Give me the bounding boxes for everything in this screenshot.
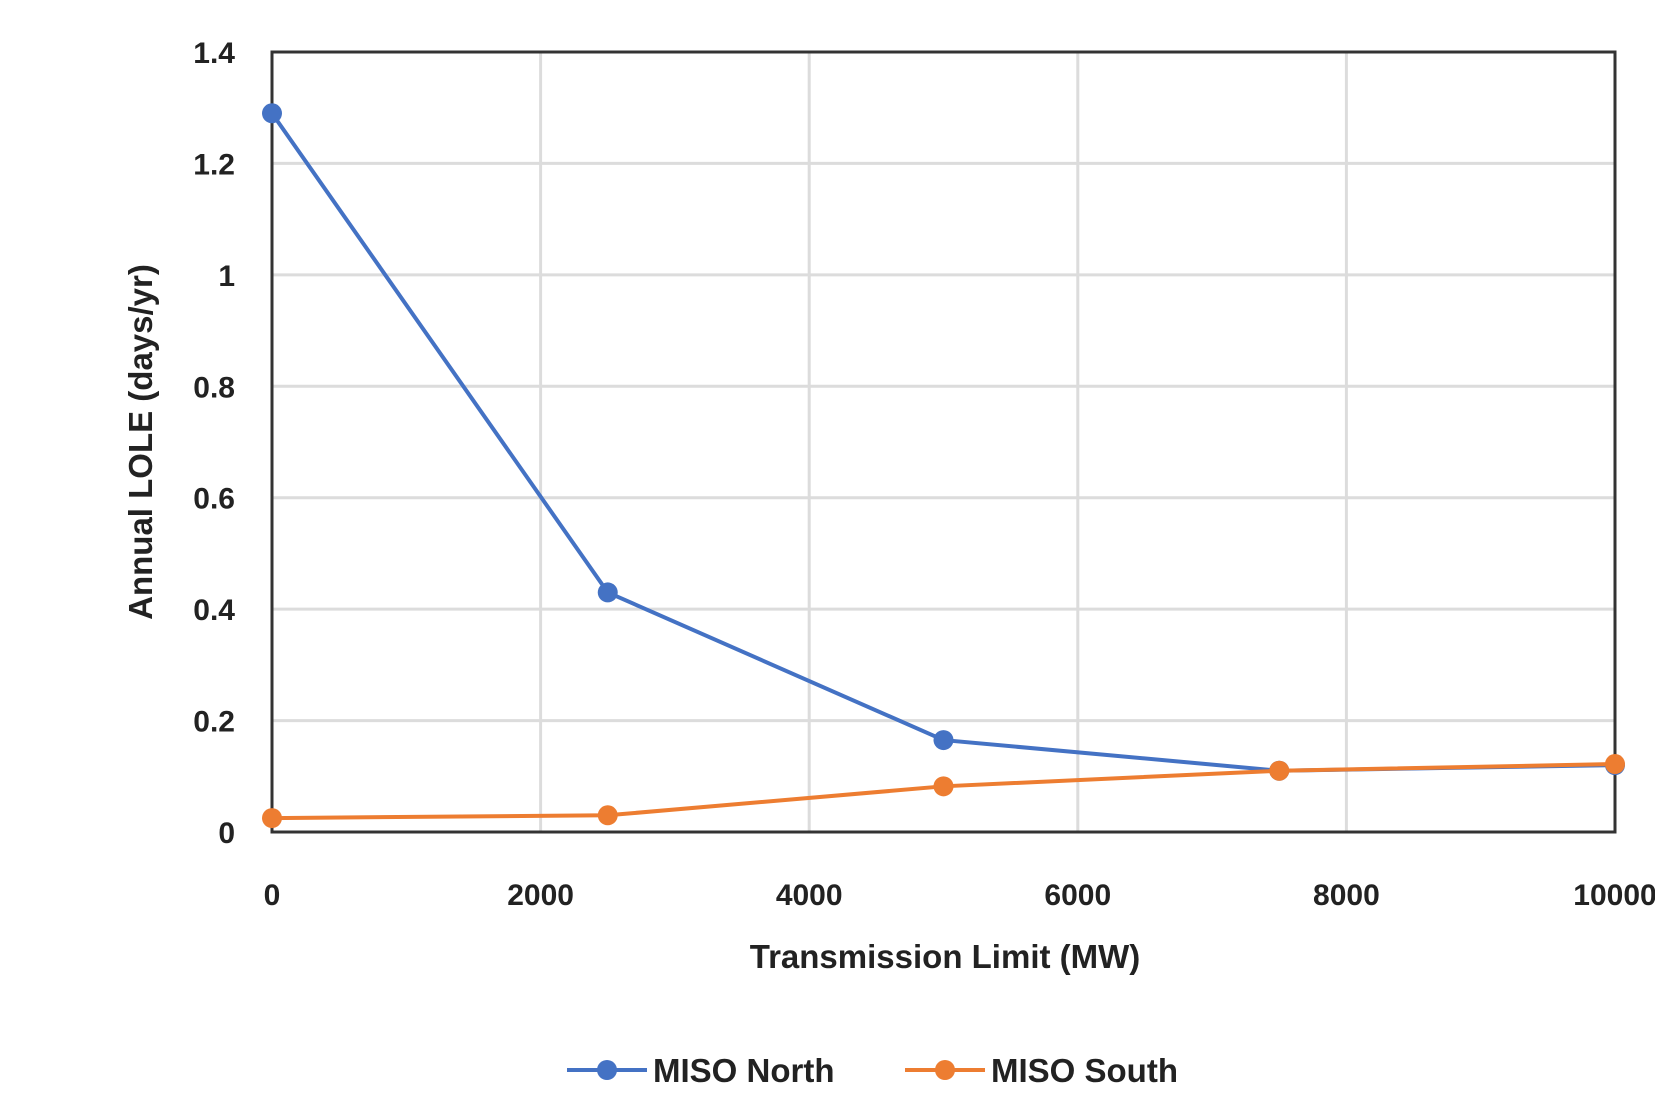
y-tick-label: 0.8 xyxy=(193,371,235,404)
x-axis-ticks: 0 2000 4000 6000 8000 10000 xyxy=(264,879,1656,912)
y-tick-label: 0.2 xyxy=(193,706,235,739)
x-tick-label: 6000 xyxy=(1044,879,1111,912)
x-tick-label: 4000 xyxy=(776,879,843,912)
y-tick-label: 0 xyxy=(218,817,235,850)
plot-frame xyxy=(270,50,1617,834)
series-miso-north xyxy=(262,103,1625,781)
legend-marker xyxy=(597,1060,617,1080)
data-point xyxy=(933,776,954,797)
data-point xyxy=(262,808,282,829)
data-point xyxy=(1605,754,1625,775)
series-miso-south xyxy=(262,754,1625,829)
y-axis-ticks: 0 0.2 0.4 0.6 0.8 1 1.2 1.4 xyxy=(193,37,235,850)
y-axis-label: Annual LOLE (days/yr) xyxy=(122,264,159,620)
data-point xyxy=(597,805,618,826)
x-tick-label: 0 xyxy=(264,879,281,912)
series-layer xyxy=(262,103,1625,829)
y-tick-label: 1.4 xyxy=(193,37,235,70)
x-tick-label: 2000 xyxy=(507,879,574,912)
series-line xyxy=(270,112,1616,773)
legend-label: MISO South xyxy=(991,1052,1178,1089)
data-point xyxy=(597,582,618,603)
legend: MISO North MISO South xyxy=(567,1052,1178,1089)
y-tick-label: 0.4 xyxy=(193,594,235,627)
legend-label: MISO North xyxy=(653,1052,834,1089)
grid xyxy=(270,50,1617,834)
x-tick-label: 8000 xyxy=(1313,879,1380,912)
x-axis-label: Transmission Limit (MW) xyxy=(750,938,1141,975)
x-tick-label: 10000 xyxy=(1573,879,1656,912)
data-point xyxy=(262,103,282,124)
y-tick-label: 1.2 xyxy=(193,148,235,181)
legend-marker xyxy=(935,1060,955,1080)
data-point xyxy=(933,730,954,751)
y-tick-label: 0.6 xyxy=(193,483,235,516)
data-point xyxy=(1269,760,1290,781)
y-tick-label: 1 xyxy=(218,260,235,293)
